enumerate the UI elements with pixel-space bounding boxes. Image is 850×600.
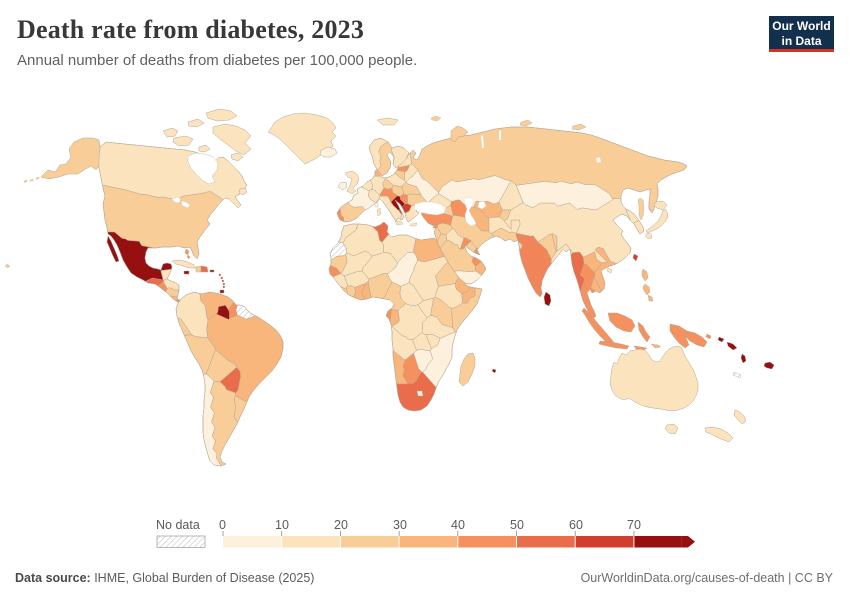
svg-text:50: 50	[510, 518, 524, 532]
svg-text:20: 20	[334, 518, 348, 532]
svg-text:40: 40	[451, 518, 465, 532]
svg-text:10: 10	[275, 518, 289, 532]
svg-text:0: 0	[219, 518, 226, 532]
svg-text:No data: No data	[156, 518, 200, 532]
svg-text:30: 30	[393, 518, 407, 532]
svg-text:60: 60	[569, 518, 583, 532]
svg-text:70: 70	[627, 518, 641, 532]
